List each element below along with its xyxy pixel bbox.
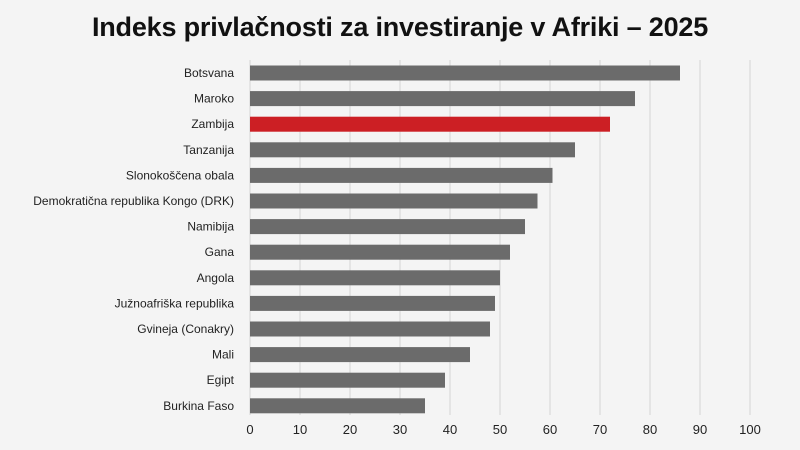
category-label: Gana	[205, 245, 235, 259]
category-label: Mali	[212, 348, 234, 362]
bar-highlighted	[250, 116, 610, 132]
category-label: Botsvana	[184, 66, 234, 80]
bar	[250, 193, 538, 209]
category-label: Gvineja (Conakry)	[137, 322, 234, 336]
bar	[250, 347, 470, 363]
x-tick-label: 30	[393, 422, 407, 437]
x-tick-label: 60	[543, 422, 557, 437]
category-label: Namibija	[187, 220, 234, 234]
category-label: Tanzanija	[183, 143, 234, 157]
category-label: Demokratična republika Kongo (DRK)	[33, 194, 234, 208]
x-tick-label: 100	[739, 422, 761, 437]
category-label: Južnoafriška republika	[115, 296, 235, 310]
bar	[250, 321, 490, 337]
x-tick-label: 40	[443, 422, 457, 437]
bar	[250, 142, 575, 158]
category-label: Egipt	[207, 373, 235, 387]
bar	[250, 219, 525, 235]
x-tick-label: 10	[293, 422, 307, 437]
chart-title: Indeks privlačnosti za investiranje v Af…	[91, 12, 709, 42]
bar	[250, 372, 445, 388]
bar	[250, 167, 553, 183]
x-tick-label: 90	[693, 422, 707, 437]
x-tick-label: 80	[643, 422, 657, 437]
category-label: Angola	[197, 271, 235, 285]
x-tick-label: 50	[493, 422, 507, 437]
category-label: Slonokoščena obala	[126, 168, 234, 182]
x-tick-label: 0	[246, 422, 253, 437]
category-label: Maroko	[194, 92, 234, 106]
bar	[250, 91, 635, 107]
bars	[250, 65, 680, 414]
bar	[250, 65, 680, 81]
category-label: Burkina Faso	[163, 399, 234, 413]
x-tick-label: 70	[593, 422, 607, 437]
x-axis-ticks: 0 10 20 30 40 50 60 70 80 90 100	[246, 422, 760, 437]
bar	[250, 270, 500, 286]
x-tick-label: 20	[343, 422, 357, 437]
bar	[250, 244, 510, 260]
category-labels: Botsvana Maroko Zambija Tanzanija Slonokošče…	[33, 66, 234, 413]
category-label: Zambija	[191, 117, 234, 131]
bar	[250, 398, 425, 414]
bar	[250, 295, 495, 311]
